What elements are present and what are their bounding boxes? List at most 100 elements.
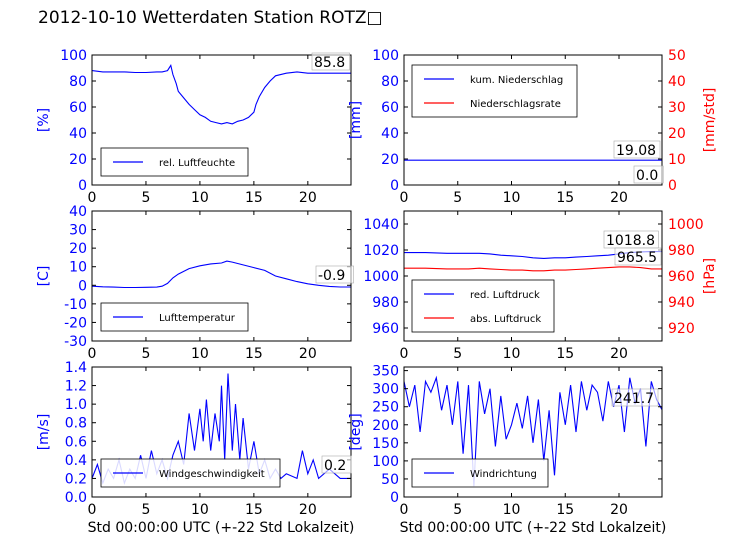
x-tick-label: 20: [299, 502, 317, 518]
y-tick-label: 20: [69, 152, 87, 168]
x-tick-label: 10: [503, 346, 521, 362]
y-axis-label: [m/s]: [36, 414, 52, 451]
last-value-annotation: 1018.8: [606, 233, 655, 249]
x-tick-label: 10: [191, 502, 209, 518]
y-tick-label: 80: [381, 74, 399, 90]
annotation-box: [614, 247, 662, 266]
panel-humidity: 0 5 10 15 20 0 20 40 60 80 100 [%] rel. Luftfeuchte 8…: [36, 48, 352, 206]
x-tick-label: 10: [503, 190, 521, 206]
x-axis-label-right: Std 00:00:00 UTC (+-22 Std Lokalzeit): [400, 520, 667, 536]
last-value-annotation: 965.5: [617, 250, 657, 266]
y-tick-label: 200: [372, 418, 399, 434]
y-tick-label: 10: [69, 260, 87, 276]
legend-box: [411, 279, 555, 333]
x-tick-label: 15: [245, 190, 263, 206]
x-tick-label: 0: [400, 346, 409, 362]
x-tick-label: 5: [453, 190, 462, 206]
x-tick-label: 0: [400, 502, 409, 518]
panel-precipitation: 0 5 10 15 20 0 20 40 60 80 100 0 10 20 30 40 50 [mm] [mm/s…: [348, 48, 718, 206]
last-value-annotation: 19.08: [616, 143, 656, 159]
y-tick-label: 0: [390, 178, 399, 194]
x-tick-label: 15: [556, 502, 574, 518]
x-tick-label: 15: [556, 190, 574, 206]
annotation-box: [311, 52, 350, 71]
y-tick-label: 0.0: [65, 490, 87, 506]
y2-tick-label: 0: [668, 178, 677, 194]
y2-tick-label: 20: [668, 126, 686, 142]
y-axis-label: [%]: [36, 108, 52, 132]
panel-temperature: 0 5 10 15 20 -30 -20 -10 0 10 20 30 40 [C] Lufttempera…: [36, 204, 354, 362]
y-tick-label: 250: [372, 400, 399, 416]
legend-label: Lufttemperatur: [159, 313, 236, 324]
y2-tick-label: 1000: [668, 217, 704, 233]
y2-tick-label: 920: [668, 321, 695, 337]
x-tick-label: 20: [610, 346, 628, 362]
y-tick-label: 0: [390, 490, 399, 506]
axes-frame: [403, 54, 663, 186]
y-axis-label: [deg]: [348, 413, 364, 450]
y-tick-label: -20: [64, 315, 87, 331]
x-tick-label: 5: [141, 502, 150, 518]
last-value-annotation: 0.2: [324, 458, 346, 474]
y-tick-label: 0.6: [65, 434, 87, 450]
y-tick-label: 40: [69, 204, 87, 220]
x-tick-label: 15: [245, 502, 263, 518]
legend-label: Windgeschwindigkeit: [159, 469, 265, 480]
legend-label: Windrichtung: [470, 469, 537, 480]
last-value-annotation: 0.0: [636, 168, 658, 184]
series-temperature-0: [92, 260, 351, 289]
y2-tick-label: 50: [668, 48, 686, 64]
last-value-annotation: 85.8: [314, 55, 345, 71]
x-tick-label: 0: [88, 190, 97, 206]
legend-label: rel. Luftfeuchte: [159, 158, 235, 169]
y-tick-label: 20: [69, 241, 87, 257]
last-value-annotation: 241.7: [614, 391, 654, 407]
annotation-box: [611, 388, 659, 407]
y-tick-label: 1.2: [65, 379, 87, 395]
x-tick-label: 5: [453, 346, 462, 362]
panel-windspeed: 0 5 10 15 20 0.0 0.2 0.4 0.6 0.8 1.0 1.2 1.4 [m/s] Win…: [36, 360, 352, 518]
series-winddirection-0: [404, 375, 662, 487]
y-tick-label: 1040: [363, 217, 399, 233]
y-tick-label: 100: [372, 48, 399, 64]
x-tick-label: 20: [299, 190, 317, 206]
y-tick-label: 40: [381, 126, 399, 142]
y2-tick-label: 940: [668, 295, 695, 311]
y-tick-label: 80: [69, 74, 87, 90]
annotation-box: [321, 455, 352, 474]
last-value-annotation: -0.9: [318, 268, 345, 284]
legend-box: [411, 64, 578, 118]
y-tick-label: -10: [64, 297, 87, 313]
x-tick-label: 15: [245, 346, 263, 362]
axes-frame: [91, 366, 352, 498]
y2-tick-label: 960: [668, 269, 695, 285]
y-tick-label: 0.2: [65, 471, 87, 487]
x-tick-label: 5: [141, 346, 150, 362]
x-tick-label: 10: [191, 346, 209, 362]
x-tick-label: 20: [610, 190, 628, 206]
x-tick-label: 5: [141, 190, 150, 206]
y-tick-label: 1000: [363, 269, 399, 285]
y-tick-label: 100: [372, 454, 399, 470]
y2-tick-label: 10: [668, 152, 686, 168]
y2-tick-label: 30: [668, 100, 686, 116]
y-tick-label: 0.4: [65, 453, 87, 469]
y2-axis-label: [mm/std]: [702, 88, 718, 153]
panel-pressure: 0 5 10 15 20 960 980 1000 1020 1040 920 940 960 980 10…: [363, 210, 718, 362]
y-tick-label: 1020: [363, 243, 399, 259]
y-tick-label: 100: [60, 48, 87, 64]
series-humidity-0: [92, 63, 351, 125]
y-tick-label: 300: [372, 382, 399, 398]
annotation-box: [633, 165, 664, 184]
y-tick-label: 980: [372, 295, 399, 311]
y-tick-label: 1.0: [65, 397, 87, 413]
annotation-box: [613, 140, 661, 159]
y2-axis-label: [hPa]: [702, 258, 718, 294]
legend-label: red. Luftdruck: [470, 290, 540, 301]
x-tick-label: 10: [503, 502, 521, 518]
y-tick-label: 0: [78, 178, 87, 194]
x-tick-label: 0: [88, 502, 97, 518]
y-tick-label: 0: [78, 278, 87, 294]
x-tick-label: 20: [299, 346, 317, 362]
y-tick-label: 30: [69, 223, 87, 239]
